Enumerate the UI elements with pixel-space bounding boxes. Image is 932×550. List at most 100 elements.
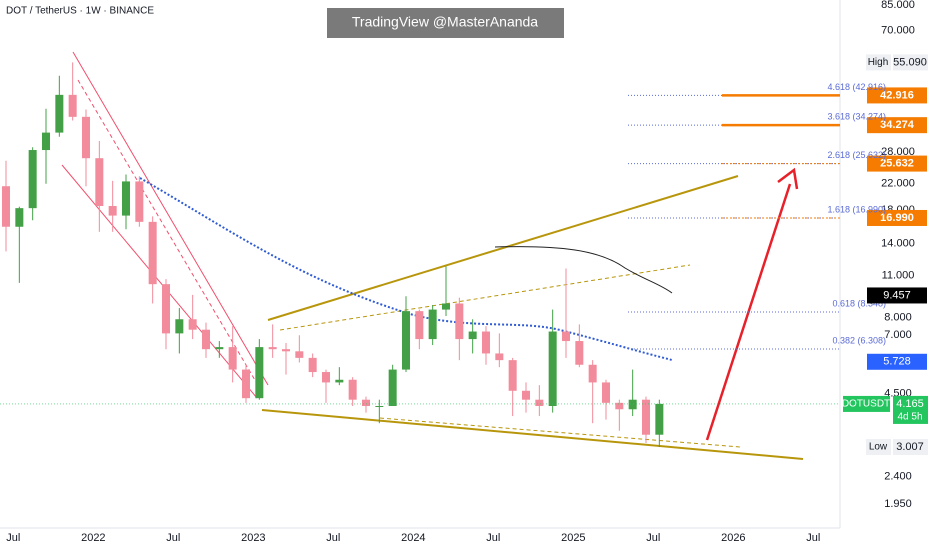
candle-body xyxy=(242,369,250,399)
level-tag-value: 25.632 xyxy=(880,157,914,169)
candle-body xyxy=(508,360,517,391)
price-tag xyxy=(893,439,928,456)
trend-mid xyxy=(279,264,691,331)
x-tick-label: 2023 xyxy=(241,532,265,544)
candle-body xyxy=(55,94,64,133)
level-label: 4.618 (42.916) xyxy=(827,82,886,92)
level-tag-value: 16.990 xyxy=(880,212,914,224)
candle-body xyxy=(642,399,650,435)
price-tag xyxy=(867,353,927,370)
candle-body xyxy=(655,403,664,435)
candle-body xyxy=(535,399,544,407)
level-tag-value: 42.916 xyxy=(880,89,914,101)
price-tag-name-box xyxy=(866,54,891,71)
x-tick-label: 2026 xyxy=(721,532,745,544)
candle-body xyxy=(575,341,584,365)
x-tick-label: 2025 xyxy=(561,532,585,544)
level-label: 3.618 (34.274) xyxy=(827,112,886,122)
y-tick-label: 11.000 xyxy=(882,269,915,281)
price-tag-name: DOTUSDT xyxy=(842,399,890,410)
candle-body xyxy=(135,181,144,222)
trend-line xyxy=(261,409,804,460)
level-tag xyxy=(867,155,927,172)
y-tick-label: 70.000 xyxy=(881,25,915,37)
price-tag-value: 4.165 xyxy=(896,398,924,410)
moving-average xyxy=(494,246,673,294)
candle-body xyxy=(348,379,357,400)
candle-body xyxy=(468,331,477,340)
candle-body xyxy=(202,329,210,350)
candle-body xyxy=(415,311,424,340)
candle-body xyxy=(2,186,10,227)
candle-body xyxy=(362,399,370,407)
level-label: 1.618 (16.990) xyxy=(827,204,886,214)
candle-body xyxy=(588,364,597,383)
x-tick-label: Jul xyxy=(6,532,20,544)
level-tag xyxy=(867,209,927,226)
candle-body xyxy=(15,208,24,227)
chart-title: DOT / TetherUS · 1W · BINANCE xyxy=(6,6,154,17)
price-tag-countdown: 4d 5h xyxy=(897,412,922,423)
level-label: 0.618 (8.348) xyxy=(832,298,886,308)
x-tick-label: Jul xyxy=(806,532,820,544)
candle-body xyxy=(402,311,410,370)
candle-body xyxy=(42,132,50,151)
level-tag xyxy=(867,117,927,134)
candle-body xyxy=(122,181,130,216)
x-tick-label: 2022 xyxy=(81,532,105,544)
candle-body xyxy=(522,390,530,400)
candles xyxy=(2,62,664,448)
candle-body xyxy=(562,331,570,342)
price-tag-value: 9.457 xyxy=(883,289,911,301)
candle-body xyxy=(388,369,397,407)
x-tick-label: Jul xyxy=(646,532,660,544)
arrow-head xyxy=(777,167,799,190)
y-tick-label: 14.000 xyxy=(881,237,915,249)
price-tag-value: 5.728 xyxy=(883,356,911,368)
channel-line xyxy=(61,164,258,399)
candle-body xyxy=(495,353,504,361)
y-tick-label: 85.000 xyxy=(881,0,915,11)
y-tick-label: 2.400 xyxy=(884,471,912,483)
candle-body xyxy=(215,347,224,350)
candle-body xyxy=(82,116,90,159)
price-tag-value: 3.007 xyxy=(896,441,924,453)
watermark-box xyxy=(327,8,564,38)
level-tag xyxy=(867,87,927,104)
candle-body xyxy=(95,158,104,207)
price-tag-name: Low xyxy=(869,442,888,453)
y-tick-label: 22.000 xyxy=(881,178,915,190)
candle-body xyxy=(482,331,490,354)
candle-body xyxy=(282,349,290,352)
y-tick-label: 7.000 xyxy=(884,329,912,341)
candle-body xyxy=(628,399,637,410)
y-tick-label: 28.000 xyxy=(881,146,915,158)
x-tick-label: Jul xyxy=(166,532,180,544)
candle-body xyxy=(175,319,184,334)
candle-body xyxy=(188,319,197,330)
candle-body xyxy=(295,351,304,358)
candle-body xyxy=(162,284,170,334)
level-label: 0.382 (6.308) xyxy=(832,335,886,345)
candle-body xyxy=(455,303,464,340)
level-tag-value: 34.274 xyxy=(880,119,915,131)
channel-line xyxy=(72,51,269,386)
price-tag-name-box xyxy=(843,395,890,412)
trend-line xyxy=(267,175,739,321)
candle-body xyxy=(548,331,557,407)
candle-body xyxy=(228,347,237,370)
candle-body xyxy=(375,406,384,408)
candle-body xyxy=(615,402,624,410)
candle-body xyxy=(268,347,277,350)
price-tag xyxy=(893,54,928,71)
price-tag-value: 55.090 xyxy=(893,56,927,68)
price-tag xyxy=(893,395,928,424)
x-tick-label: Jul xyxy=(486,532,500,544)
candle-body xyxy=(308,357,317,373)
y-tick-label: 1.950 xyxy=(884,498,912,510)
x-tick-label: 2024 xyxy=(401,532,425,544)
candle-body xyxy=(148,221,157,285)
price-tag xyxy=(867,287,927,304)
